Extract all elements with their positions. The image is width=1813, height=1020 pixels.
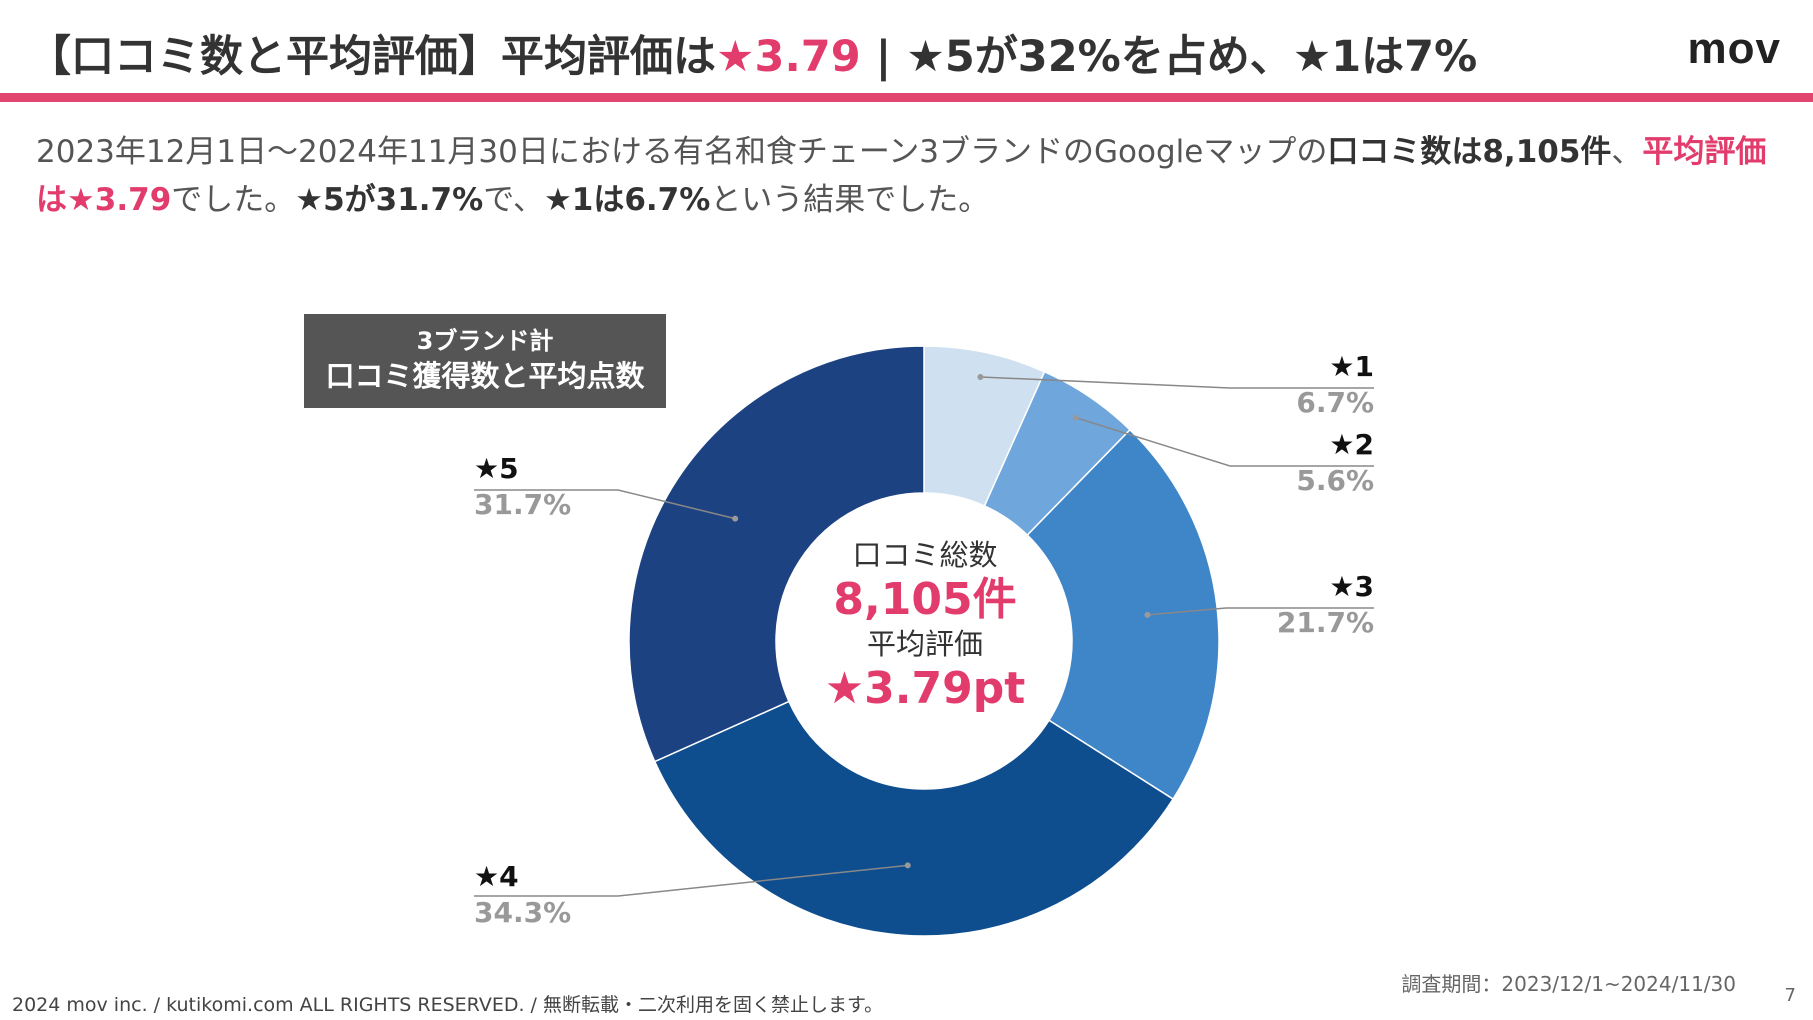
label-star1: ★1 6.7% <box>1180 350 1374 422</box>
donut-center: 口コミ総数 8,105件 平均評価 ★3.79pt <box>820 536 1030 716</box>
desc-pink-1: 平均評価は★3.79 <box>36 134 1767 218</box>
desc-text-3: でした。 <box>171 182 296 218</box>
title-pre: 【口コミ数と平均評価】平均評価は <box>28 32 716 82</box>
label-star2-pct: 5.6% <box>1296 464 1374 497</box>
chart-title-badge: 3ブランド計 口コミ獲得数と平均点数 <box>304 314 666 408</box>
leader-line-3 <box>1147 607 1374 616</box>
desc-bold-1: 口コミ数は8,105件 <box>1327 134 1612 170</box>
survey-period: 調査期間：2023/12/1~2024/11/30 <box>1401 972 1736 996</box>
leader-dot-4 <box>904 862 911 869</box>
badge-line-2: 口コミ獲得数と平均点数 <box>325 359 645 393</box>
label-star1-name: ★1 <box>1329 350 1374 383</box>
leader-line-2 <box>1075 416 1374 467</box>
center-label-total: 口コミ総数 <box>852 538 998 572</box>
label-star3: ★3 21.7% <box>1180 570 1374 642</box>
title-highlight: ★3.79 <box>716 32 861 82</box>
center-avg-value: ★3.79pt <box>824 663 1026 714</box>
header-rule <box>0 93 1813 102</box>
desc-text-5: という結果でした。 <box>710 182 990 218</box>
label-star2-name: ★2 <box>1329 428 1374 461</box>
label-star1-pct: 6.7% <box>1296 386 1374 419</box>
label-star3-name: ★3 <box>1329 570 1374 603</box>
desc-bold-2: ★5が31.7% <box>295 182 484 218</box>
label-star4: ★4 34.3% <box>474 860 674 932</box>
desc-text-4: で、 <box>483 182 544 218</box>
label-star4-name: ★4 <box>474 860 519 893</box>
label-star5-name: ★5 <box>474 452 519 485</box>
label-star2: ★2 5.6% <box>1180 428 1374 500</box>
leader-dot-2 <box>1072 414 1079 421</box>
label-star4-pct: 34.3% <box>474 896 572 929</box>
page-title: 【口コミ数と平均評価】平均評価は★3.79 | ★5が32%を占め、★1は7% <box>28 22 1477 84</box>
leader-dot-1 <box>977 373 984 380</box>
copyright: 2024 mov inc. / kutikomi.com ALL RIGHTS … <box>12 994 884 1016</box>
mov-logo: mov <box>1687 24 1781 73</box>
leader-line-1 <box>980 376 1374 389</box>
donut-slice-3 <box>1026 428 1220 801</box>
leader-dot-5 <box>732 515 739 522</box>
leader-line-5 <box>474 489 736 520</box>
desc-text-1: 2023年12月1日〜2024年11月30日における有名和食チェーン3ブランドの… <box>36 134 1328 170</box>
label-star5-pct: 31.7% <box>474 488 572 521</box>
desc-bold-3: ★1は6.7% <box>543 182 711 218</box>
label-star5: ★5 31.7% <box>474 452 674 524</box>
leader-line-4 <box>474 864 908 897</box>
center-total-value: 8,105件 <box>833 574 1017 625</box>
leader-dot-3 <box>1144 611 1151 618</box>
desc-text-2: 、 <box>1611 134 1643 170</box>
donut-slice-4 <box>653 700 1175 937</box>
description: 2023年12月1日〜2024年11月30日における有名和食チェーン3ブランドの… <box>36 128 1781 224</box>
badge-line-1: 3ブランド計 <box>416 327 554 355</box>
label-star3-pct: 21.7% <box>1276 606 1374 639</box>
page-number: 7 <box>1784 985 1796 1006</box>
donut-slice-5 <box>628 345 925 763</box>
header: 【口コミ数と平均評価】平均評価は★3.79 | ★5が32%を占め、★1は7% … <box>0 0 1813 102</box>
title-post: | ★5が32%を占め、★1は7% <box>860 32 1478 82</box>
center-label-avg: 平均評価 <box>866 627 983 661</box>
